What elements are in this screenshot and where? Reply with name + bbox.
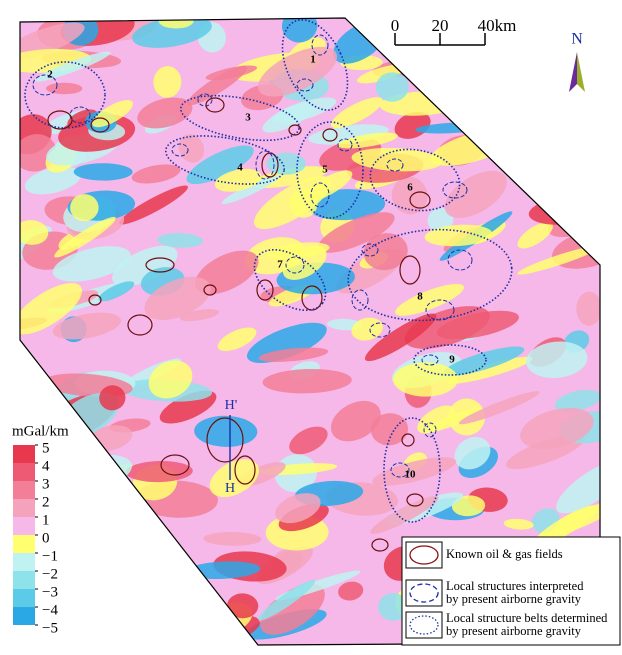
field-patch [52, 534, 132, 592]
north-label: N [571, 31, 583, 48]
field-patch [77, 475, 125, 504]
colorbar-band [13, 553, 35, 571]
belt-label: 3 [245, 112, 251, 124]
belt-label: 5 [322, 164, 328, 176]
field-patch [433, 40, 485, 84]
colorbar-band [13, 517, 35, 535]
belt-label: 4 [237, 162, 243, 174]
colorbar-band [13, 481, 35, 499]
scale-label: 20 [432, 16, 449, 35]
map: 12345678910H'H N mGal/km 02040km543210−1… [0, 0, 622, 655]
colorbar-label: −4 [42, 602, 58, 618]
belt-label: 7 [277, 259, 283, 271]
belt-label: 2 [47, 69, 53, 81]
colorbar-band [13, 463, 35, 481]
colorbar-label: 4 [42, 458, 50, 474]
field-patch [84, 494, 152, 541]
legend-label: by present airborne gravity [446, 624, 582, 638]
colorbar-band [13, 571, 35, 589]
colorbar-band [13, 535, 35, 553]
scale-label: 40km [478, 16, 517, 35]
field-patch [569, 125, 602, 137]
field-patch [467, 86, 501, 121]
field-patch [393, 362, 458, 396]
legend-label: Known oil & gas fields [446, 547, 563, 561]
colorbar-label: 5 [42, 440, 50, 456]
profile-label: H [225, 481, 235, 496]
field-patch [515, 69, 569, 101]
field-patch [57, 548, 101, 584]
field-patch [573, 146, 622, 169]
colorbar-band [13, 499, 35, 517]
field-patch [461, 85, 513, 120]
field-patch [548, 11, 594, 31]
north-arrow [569, 52, 577, 92]
colorbar-label: 0 [42, 530, 50, 546]
legend-label: Local structures interpreted [446, 579, 584, 593]
field-patch [59, 491, 123, 517]
legend-label: by present airborne gravity [446, 592, 582, 606]
field-patch [526, 177, 553, 194]
field-patch [556, 9, 622, 69]
field-patch [70, 194, 99, 221]
colorbar-band [13, 445, 35, 463]
colorbar-label: −2 [42, 566, 58, 582]
field-patch [459, 50, 486, 67]
field-patch [64, 510, 131, 550]
colorbar-label: −1 [42, 548, 58, 564]
field-patch [53, 456, 101, 499]
field-patch [19, 390, 54, 411]
colorbar-label: 2 [42, 494, 50, 510]
field-patch [96, 530, 160, 579]
profile-label: H' [225, 398, 238, 413]
field-patch [551, 94, 612, 141]
legend-label: Local structure belts determined [446, 611, 608, 625]
field-patch [55, 569, 125, 594]
north-arrow [577, 52, 585, 92]
colorbar-label: 3 [42, 476, 50, 492]
field-patch [478, 120, 526, 142]
colorbar-band [13, 607, 35, 625]
belt-label: 10 [405, 469, 417, 481]
belt-label: 1 [310, 54, 316, 66]
belt-label: 8 [417, 291, 423, 303]
field-patch [59, 567, 125, 619]
scale-label: 0 [391, 16, 400, 35]
belt-label: 6 [407, 182, 413, 194]
field-patch [159, 13, 194, 28]
field-patch [500, 114, 593, 172]
colorbar-band [13, 589, 35, 607]
field-patch [81, 537, 137, 585]
belt-label: 9 [449, 354, 455, 366]
colorbar-unit: mGal/km [12, 423, 69, 439]
colorbar-label: −3 [42, 584, 58, 600]
colorbar-label: 1 [42, 512, 50, 528]
colorbar-label: −5 [42, 620, 58, 636]
